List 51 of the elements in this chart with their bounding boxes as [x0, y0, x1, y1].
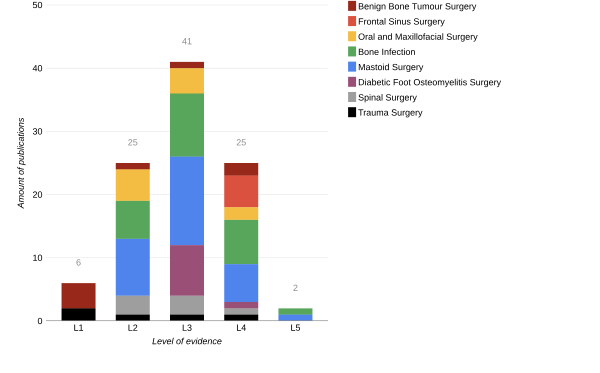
bar: [224, 308, 258, 315]
bar: [116, 238, 150, 296]
y-tick-label: 30: [32, 128, 42, 135]
bar: [62, 308, 96, 321]
bar: [170, 296, 204, 315]
bar: [224, 220, 258, 264]
bar: [170, 62, 204, 68]
legend-label: Bone Infection: [358, 48, 415, 56]
total-label: 6: [76, 259, 81, 266]
bar: [224, 264, 258, 302]
y-tick-label: 10: [33, 254, 42, 261]
bar: [116, 314, 150, 321]
total-label: 25: [236, 139, 246, 146]
bar: [170, 156, 204, 246]
x-tick-label: L3: [182, 324, 192, 331]
bar: [224, 176, 258, 208]
y-tick-label: 20: [32, 191, 42, 198]
y-tick-label: 40: [32, 65, 42, 72]
legend-label: Diabetic Foot Osteomyelitis Surgery: [358, 78, 502, 88]
y-tick-label: 0: [38, 318, 42, 324]
bar: [170, 93, 204, 157]
bar: [170, 314, 204, 321]
bar: [224, 302, 258, 308]
x-axis-title: Level of evidence: [152, 338, 222, 344]
x-tick-label: L4: [236, 324, 246, 331]
legend-label: Benign Bone Tumour Surgery: [358, 2, 476, 12]
bar: [116, 296, 150, 315]
bar: [116, 200, 150, 239]
bar: [224, 207, 258, 220]
total-label: 25: [128, 139, 138, 146]
legend-label: Frontal Sinus Surgery: [358, 18, 445, 26]
legend-label: Spinal Surgery: [358, 94, 417, 102]
legend-label: Trauma Surgery: [358, 109, 423, 118]
bar: [170, 245, 204, 296]
bar: [278, 308, 312, 315]
bar: [278, 314, 312, 321]
bar: [170, 68, 204, 94]
total-label: 41: [182, 38, 192, 44]
bar: [116, 169, 150, 201]
legend-label: Mastoid Surgery: [358, 64, 424, 72]
y-axis-title: Amount of publications: [17, 118, 26, 209]
y-tick-label: 50: [32, 2, 42, 8]
legend-label: Oral and Maxillofacial Surgery: [358, 33, 478, 42]
bar: [62, 283, 96, 308]
x-tick-label: L5: [291, 324, 300, 331]
bar: [224, 314, 258, 321]
x-tick-label: L2: [128, 324, 138, 331]
total-label: 2: [293, 284, 298, 291]
bar: [224, 163, 258, 176]
x-tick-label: L1: [74, 324, 84, 331]
bar: [116, 163, 150, 170]
